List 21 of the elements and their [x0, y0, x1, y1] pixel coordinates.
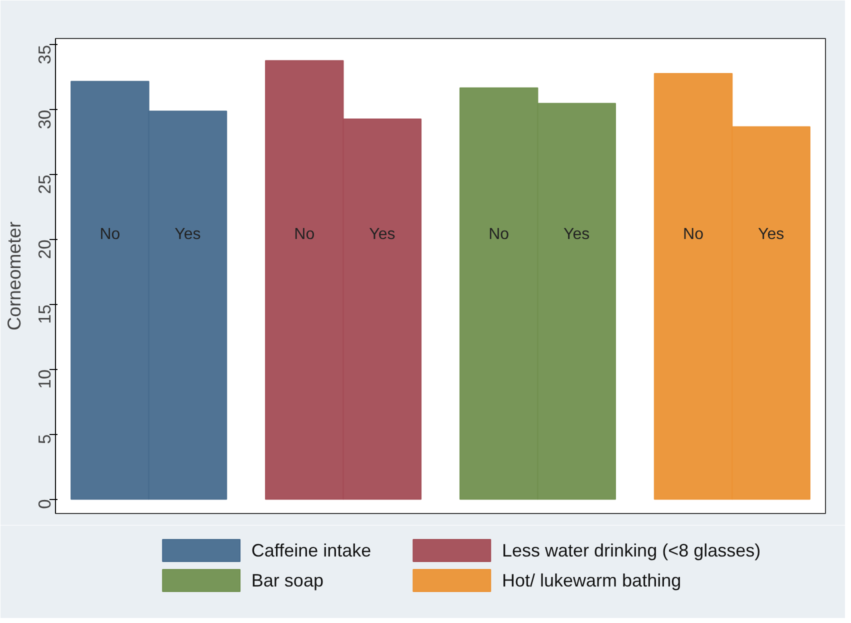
x-tick-label: Yes [369, 226, 396, 243]
x-tick-label: Yes [564, 226, 590, 243]
y-tick-label: 0 [34, 499, 54, 509]
y-axis-title: Corneometer [4, 222, 24, 330]
legend-label: Bar soap [251, 570, 324, 590]
legend-label: Less water drinking (<8 glasses) [502, 540, 761, 560]
y-tick-label: 30 [34, 110, 54, 130]
y-tick-label: 20 [34, 240, 54, 259]
y-tick-label: 35 [34, 44, 54, 64]
x-tick-label: No [488, 226, 510, 243]
x-tick-label: No [294, 226, 315, 243]
y-tick-label: 15 [34, 304, 54, 324]
x-tick-label: No [100, 226, 120, 243]
y-tick-label: 5 [34, 434, 54, 444]
y-tick-label: 10 [34, 369, 54, 389]
x-tick-label: No [683, 226, 704, 243]
x-tick-label: Yes [174, 226, 201, 243]
legend-label: Hot/ lukewarm bathing [502, 570, 682, 590]
legend-label: Caffeine intake [251, 540, 372, 560]
y-tick-label: 25 [34, 174, 54, 194]
x-tick-label: Yes [758, 226, 784, 243]
